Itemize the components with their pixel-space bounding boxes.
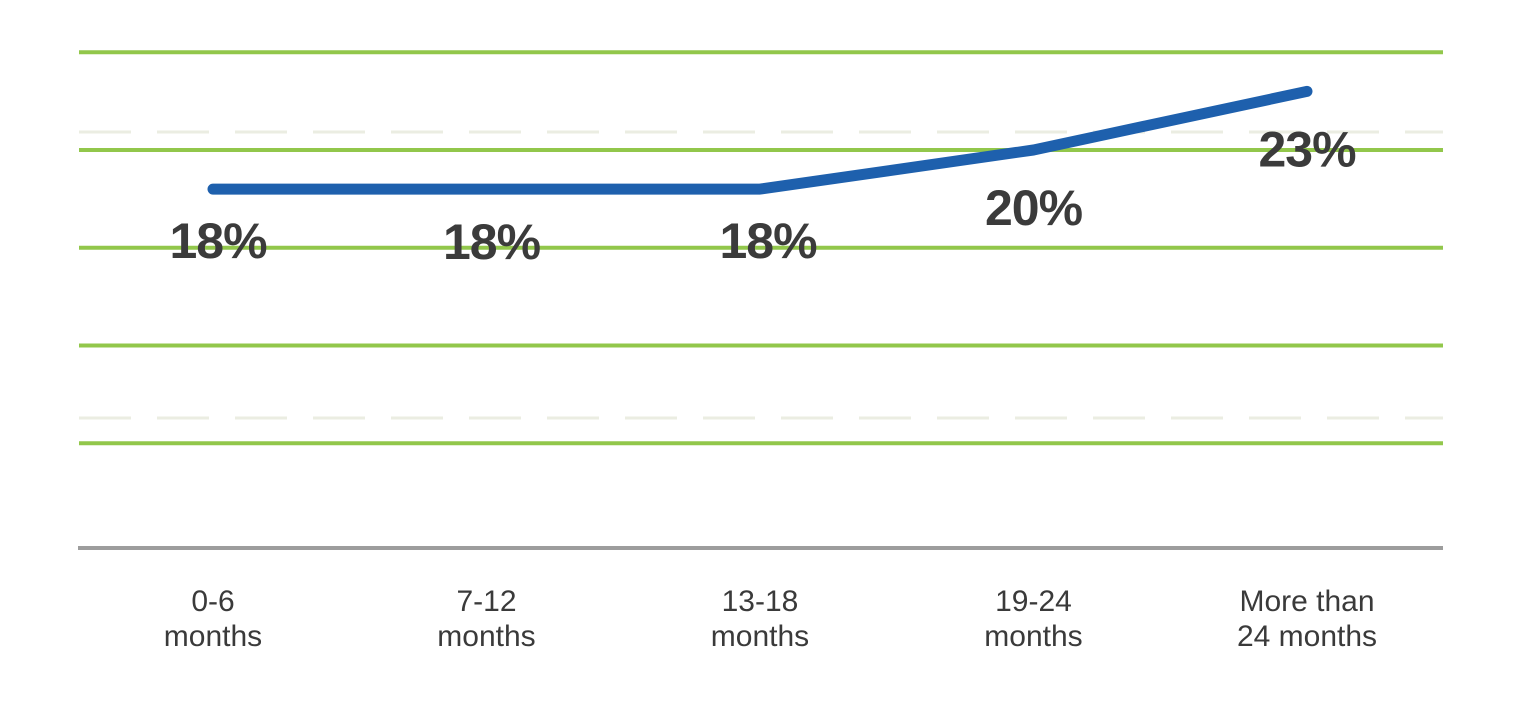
data-label: 18% bbox=[719, 213, 817, 269]
tick-label: 19-24 months bbox=[984, 585, 1082, 653]
data-label: 18% bbox=[443, 214, 541, 270]
data-label: 23% bbox=[1258, 121, 1356, 177]
series-line bbox=[207, 85, 1313, 195]
data-label: 18% bbox=[169, 213, 267, 269]
tick-label: More than 24 months bbox=[1237, 585, 1377, 653]
tick-label: 0-6 months bbox=[164, 585, 262, 653]
tick-label: 13-18 months bbox=[711, 585, 809, 653]
data-label: 20% bbox=[985, 180, 1083, 236]
tick-label: 7-12 months bbox=[437, 585, 535, 653]
